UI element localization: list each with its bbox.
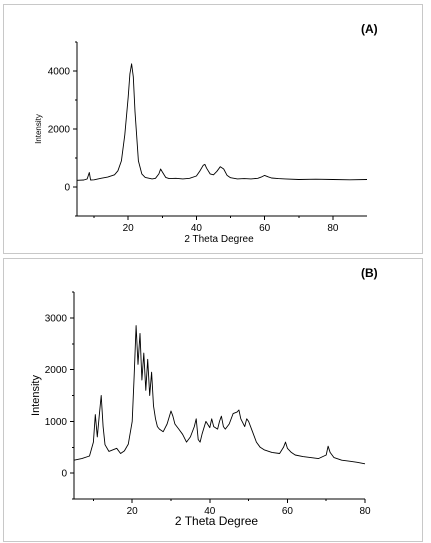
chart-a-series-line [76,63,368,181]
chart-b-series-line [73,325,366,465]
chart-a-x-axis-title: 2 Theta Degree [184,234,254,245]
chart-b-x-tick-label: 20 [127,506,139,517]
chart-b-x-axis-title: 2 Theta Degree [175,514,258,528]
chart-a-y-tick-label: 4000 [48,67,71,78]
chart-a-y-tick-label: 0 [64,183,70,194]
chart-a-x-tick-label: 20 [123,223,135,234]
chart-b-x-tick-label: 80 [359,506,371,517]
chart-a-x-tick-label: 60 [259,223,271,234]
chart-a-x-tick-label: 40 [191,223,203,234]
chart-b-x-tick-label: 40 [204,506,216,517]
chart-b-y-tick-label: 1000 [45,417,68,428]
chart-a-x-tick-label: 80 [327,223,339,234]
chart-a-y-tick-label: 2000 [48,125,71,136]
chart-b-y-axis-title: Intensity [30,375,42,416]
chart-a-panel-label: (A) [361,22,378,36]
chart-a-svg: 0 2000 4000 20 40 60 80 2 Theta Degree Intensity… [34,22,378,245]
chart-panel-b: 0 1000 2000 3000 20 40 60 80 2 Theta Degree Inten… [3,258,423,542]
chart-panel-a: 0 2000 4000 20 40 60 80 2 Theta Degree Intensity… [3,4,423,254]
chart-b-panel-label: (B) [361,266,378,280]
chart-b-x-tick-label: 60 [282,506,294,517]
chart-b-y-tick-label: 3000 [45,313,68,324]
chart-a-y-axis-title: Intensity [34,114,43,144]
chart-b-y-tick-label: 0 [61,469,67,480]
chart-b-y-tick-label: 2000 [45,365,68,376]
chart-b-svg: 0 1000 2000 3000 20 40 60 80 2 Theta Degree Inten… [30,266,378,528]
